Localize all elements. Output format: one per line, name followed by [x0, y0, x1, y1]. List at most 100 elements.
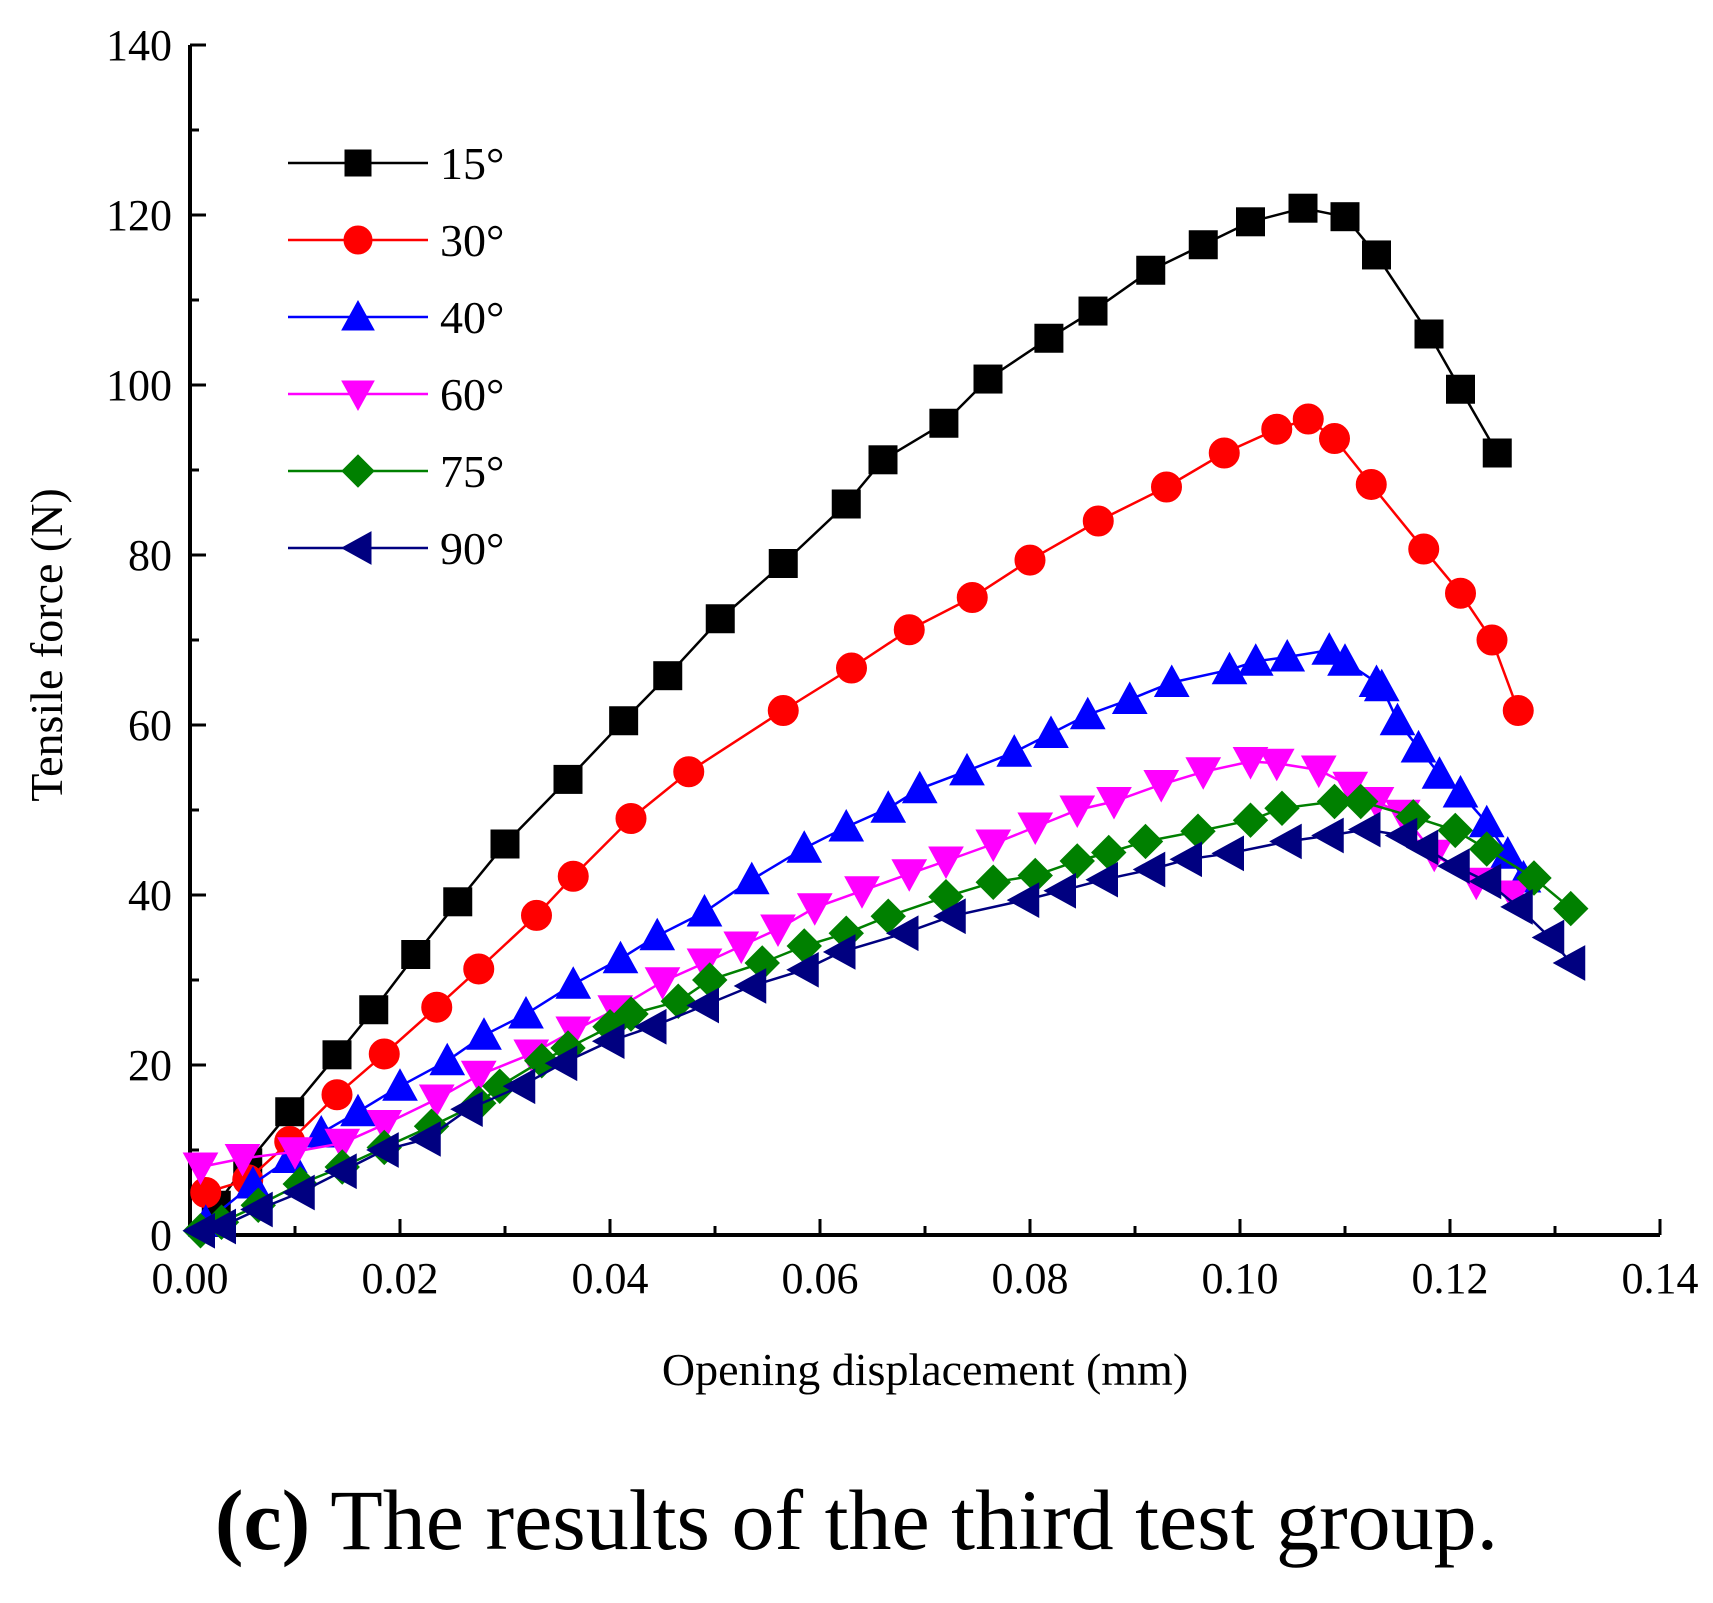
data-point	[1408, 533, 1440, 565]
data-point	[508, 995, 544, 1029]
data-point	[733, 861, 770, 895]
data-point	[973, 364, 1003, 394]
data-point	[686, 893, 723, 927]
legend: 15° 30° 40° 60° 75° 90°	[288, 138, 504, 574]
data-point	[1211, 835, 1244, 872]
data-point	[1211, 651, 1248, 685]
data-point	[1446, 374, 1475, 404]
data-point	[1469, 831, 1505, 867]
data-point	[1316, 783, 1353, 820]
data-point	[240, 1191, 273, 1228]
data-point	[633, 1008, 667, 1045]
data-point	[366, 1132, 399, 1168]
x-tick-label: 0.04	[572, 1254, 649, 1303]
data-point	[929, 408, 959, 438]
data-point	[723, 931, 760, 965]
data-point	[822, 934, 856, 970]
x-tick-label: 0.12	[1412, 1254, 1489, 1303]
data-point	[466, 1017, 502, 1050]
data-point	[460, 1060, 497, 1094]
series-line	[200, 800, 1572, 1232]
data-point	[463, 953, 495, 985]
data-point	[418, 1084, 455, 1118]
data-point	[1553, 890, 1589, 927]
data-point	[1269, 638, 1306, 672]
data-point	[660, 983, 696, 1019]
data-point	[1437, 848, 1470, 884]
data-point	[1034, 323, 1064, 353]
y-tick-label: 20	[128, 1041, 172, 1090]
data-point	[1319, 423, 1350, 455]
data-point	[868, 445, 898, 475]
legend-marker	[341, 454, 375, 488]
data-point	[828, 808, 865, 842]
legend-item: 40°	[288, 292, 504, 343]
data-point	[733, 968, 767, 1004]
data-point	[1405, 829, 1439, 866]
y-tick-label: 120	[106, 191, 172, 240]
data-point	[1500, 889, 1533, 925]
data-point	[1014, 544, 1046, 576]
data-point	[653, 661, 683, 691]
data-point	[429, 1042, 466, 1076]
data-point	[1330, 202, 1360, 232]
data-point	[1442, 774, 1479, 808]
y-tick-label: 140	[106, 21, 172, 70]
series-layer	[182, 193, 1589, 1249]
data-point	[482, 1068, 518, 1104]
data-point	[1516, 860, 1552, 896]
x-tick-label: 0.14	[1622, 1254, 1699, 1303]
data-point	[1143, 770, 1180, 803]
data-point	[1269, 823, 1302, 860]
data-point	[1437, 812, 1473, 849]
legend-label: 15°	[440, 138, 504, 189]
data-point	[368, 1038, 400, 1070]
data-point	[796, 893, 833, 926]
data-point	[760, 914, 796, 948]
data-point	[277, 1137, 313, 1170]
data-point	[786, 951, 819, 988]
data-point	[1006, 882, 1040, 918]
data-point	[956, 582, 988, 613]
data-point	[1169, 841, 1202, 878]
data-point	[996, 734, 1033, 767]
data-point	[1355, 468, 1387, 500]
data-point	[1208, 437, 1240, 469]
data-point	[1362, 240, 1391, 270]
data-point	[544, 1045, 578, 1082]
data-point	[786, 830, 823, 863]
data-point	[275, 1097, 305, 1127]
data-point	[1082, 505, 1114, 537]
data-point	[609, 706, 639, 736]
data-point	[1400, 729, 1437, 763]
y-tick-label: 80	[128, 531, 172, 580]
data-point	[885, 915, 919, 952]
series-75deg	[182, 783, 1589, 1249]
data-point	[340, 1093, 376, 1127]
data-point	[768, 549, 798, 578]
data-point	[1237, 643, 1274, 676]
legend-label: 75°	[440, 446, 504, 497]
data-point	[1292, 403, 1324, 435]
tensile-force-chart: 0 20 40 60 80 100 120 140 0.00 0.02 0.04 0.06 0.08 0.…	[21, 21, 1699, 1395]
data-point	[975, 864, 1011, 900]
data-point	[1347, 811, 1381, 848]
data-point	[408, 1121, 441, 1157]
data-point	[1085, 861, 1118, 898]
y-axis-title: Tensile force (N)	[21, 488, 72, 802]
x-tick-label: 0.06	[782, 1254, 859, 1303]
data-point	[1264, 790, 1300, 827]
data-point	[1017, 812, 1054, 846]
data-point	[591, 1023, 625, 1060]
data-point	[686, 948, 723, 982]
legend-marker	[340, 531, 372, 565]
data-point	[1043, 872, 1076, 909]
axes: 0 20 40 60 80 100 120 140 0.00 0.02 0.04 0.06 0.08 0.…	[106, 21, 1699, 1303]
y-tick-label: 0	[150, 1211, 172, 1260]
data-point	[893, 614, 925, 646]
series-90deg	[182, 811, 1586, 1249]
data-point	[1261, 413, 1293, 445]
legend-marker	[341, 299, 375, 331]
data-point	[321, 1079, 353, 1111]
data-point	[1421, 756, 1458, 789]
